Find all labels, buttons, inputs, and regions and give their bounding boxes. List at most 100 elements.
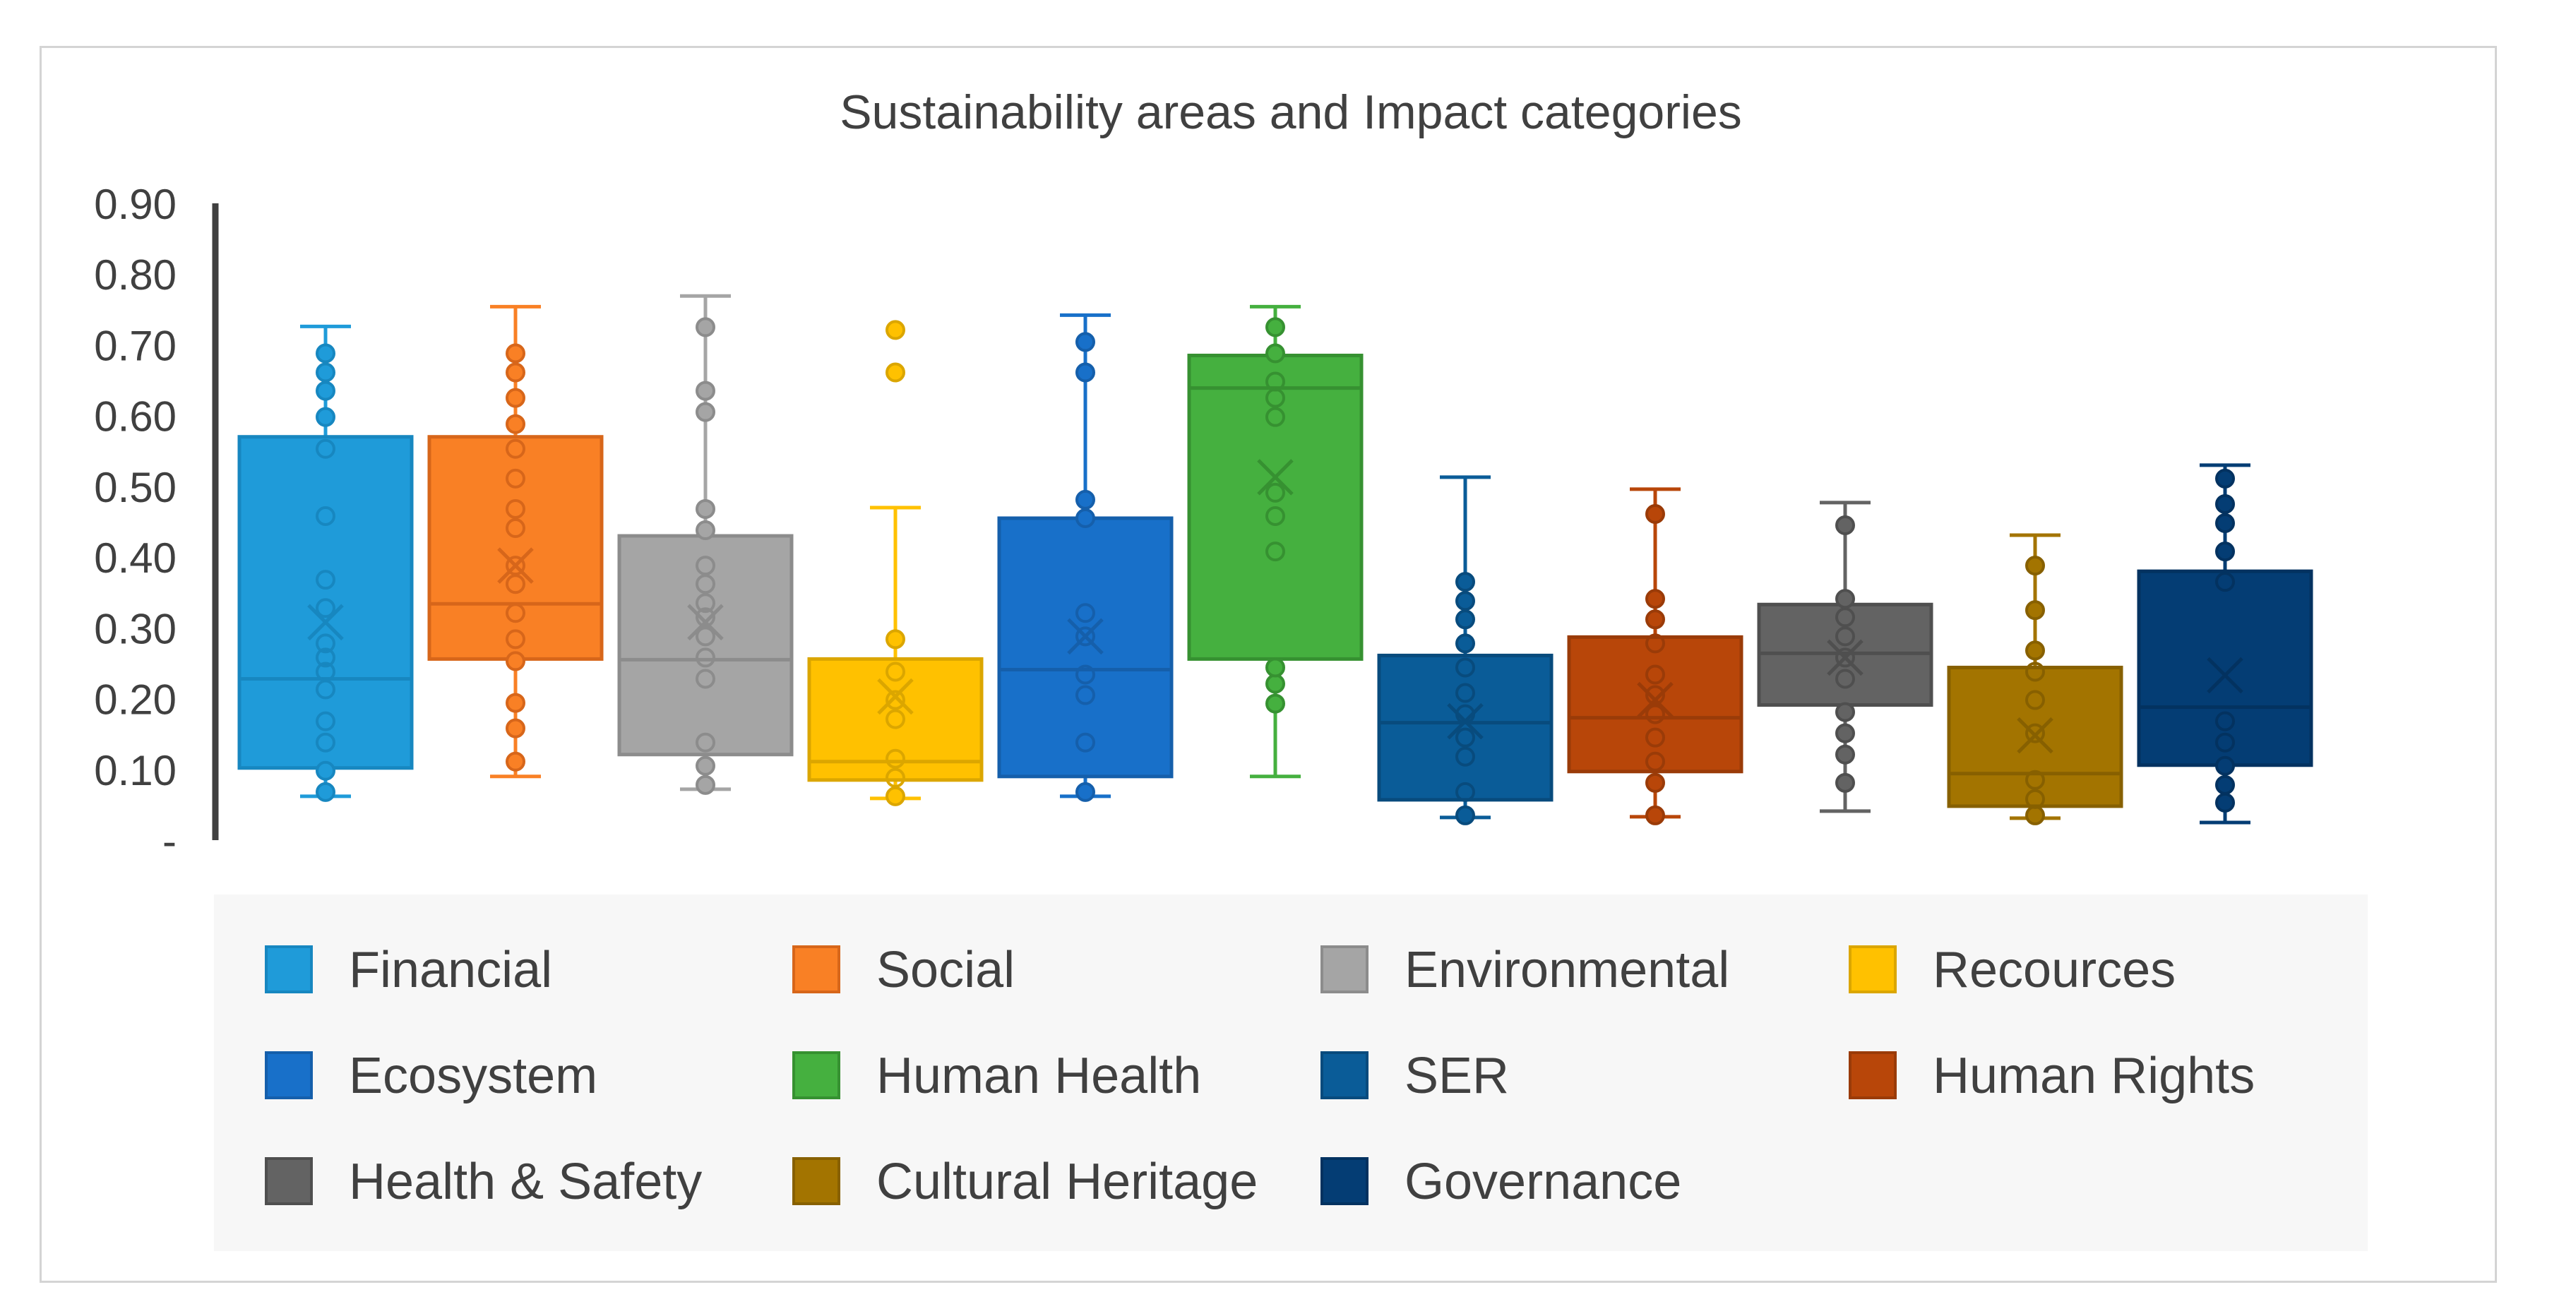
data-point	[886, 709, 905, 729]
data-point	[506, 518, 525, 539]
data-point	[316, 732, 335, 753]
data-point	[2025, 556, 2045, 576]
legend-label: Cultural Heritage	[876, 1154, 1258, 1210]
data-point	[1645, 704, 1665, 724]
data-point	[1075, 332, 1095, 352]
legend-swatch	[792, 1157, 840, 1205]
data-point	[1645, 664, 1665, 685]
data-point	[506, 414, 525, 434]
data-point	[316, 633, 335, 654]
data-point	[1455, 609, 1475, 630]
data-point	[1835, 647, 1855, 668]
data-point	[1455, 746, 1475, 767]
data-point	[316, 679, 335, 700]
data-point	[1835, 515, 1855, 536]
data-point	[316, 570, 335, 590]
data-point	[1075, 489, 1095, 510]
data-point	[1835, 702, 1855, 722]
outlier-point	[886, 362, 905, 383]
legend-item: Human Rights	[1849, 1048, 2255, 1104]
legend-label: Social	[876, 942, 1015, 998]
data-point	[886, 748, 905, 769]
data-point	[1265, 317, 1285, 337]
legend-label: Recources	[1933, 942, 2176, 998]
data-point	[2025, 789, 2045, 809]
mean-marker	[2207, 657, 2243, 694]
legend-swatch	[1849, 945, 1897, 993]
data-point	[316, 381, 335, 401]
data-point	[1265, 388, 1285, 408]
data-point	[1835, 669, 1855, 689]
mean-marker	[497, 547, 534, 584]
legend: Financial Social Environmental Recources Eco…	[265, 942, 2255, 1210]
data-point	[2025, 770, 2045, 790]
box-environmental	[617, 294, 794, 795]
data-point	[2215, 792, 2235, 813]
data-point	[696, 626, 715, 647]
legend-item: Ecosystem	[265, 1048, 597, 1104]
legend-swatch	[1320, 1051, 1368, 1099]
data-point	[696, 402, 715, 422]
data-point	[1265, 657, 1285, 678]
box-social	[427, 304, 604, 779]
box-human-rights	[1567, 487, 1743, 825]
legend-item: Social	[792, 942, 1015, 998]
data-point	[1645, 503, 1665, 524]
data-point	[316, 760, 335, 781]
data-point	[886, 662, 905, 682]
data-point	[1645, 772, 1665, 793]
data-point	[506, 343, 525, 364]
legend-background	[214, 895, 2368, 1251]
legend-item: Environmental	[1320, 942, 1729, 998]
data-point	[2215, 711, 2235, 731]
data-point	[506, 629, 525, 650]
data-point	[1455, 633, 1475, 654]
box-human-health	[1187, 304, 1364, 779]
legend-swatch	[792, 1051, 840, 1099]
data-point	[1645, 727, 1665, 748]
legend-item: Human Health	[792, 1048, 1201, 1104]
mean-marker	[877, 678, 914, 715]
y-tick-label: 0.40	[94, 534, 177, 582]
data-point	[1835, 744, 1855, 765]
data-point	[1265, 371, 1285, 392]
data-point	[506, 718, 525, 738]
data-point	[1265, 693, 1285, 714]
data-point	[1455, 727, 1475, 748]
box-iqr	[1377, 653, 1554, 802]
data-point	[886, 786, 905, 806]
data-point	[316, 782, 335, 802]
data-point	[506, 556, 525, 576]
data-point	[1455, 657, 1475, 678]
legend-label: Ecosystem	[349, 1048, 597, 1104]
data-point	[1265, 542, 1285, 562]
data-point	[2215, 732, 2235, 753]
data-point	[1265, 482, 1285, 503]
data-point	[2025, 600, 2045, 621]
legend-label: Human Health	[876, 1048, 1201, 1104]
data-point	[1455, 591, 1475, 611]
data-point	[886, 767, 905, 788]
y-tick-label: 0.70	[94, 322, 177, 369]
outlier-point	[886, 320, 905, 340]
y-tick-label: 0.20	[94, 676, 177, 724]
data-point	[506, 574, 525, 594]
legend-label: Environmental	[1405, 942, 1729, 998]
data-point	[2025, 640, 2045, 661]
data-point	[886, 690, 905, 710]
data-point	[316, 647, 335, 668]
data-point	[2215, 774, 2235, 795]
y-tick-label: 0.50	[94, 464, 177, 511]
data-point	[316, 362, 335, 383]
data-point	[1455, 572, 1475, 592]
data-point	[1645, 589, 1665, 609]
box-cultural-heritage	[1947, 533, 2123, 825]
data-point	[2025, 690, 2045, 710]
data-point	[696, 574, 715, 594]
data-point	[1265, 407, 1285, 427]
data-point	[316, 343, 335, 364]
data-point	[696, 647, 715, 668]
legend-swatch	[265, 945, 313, 993]
data-point	[2215, 494, 2235, 514]
box-plots	[237, 294, 2313, 825]
